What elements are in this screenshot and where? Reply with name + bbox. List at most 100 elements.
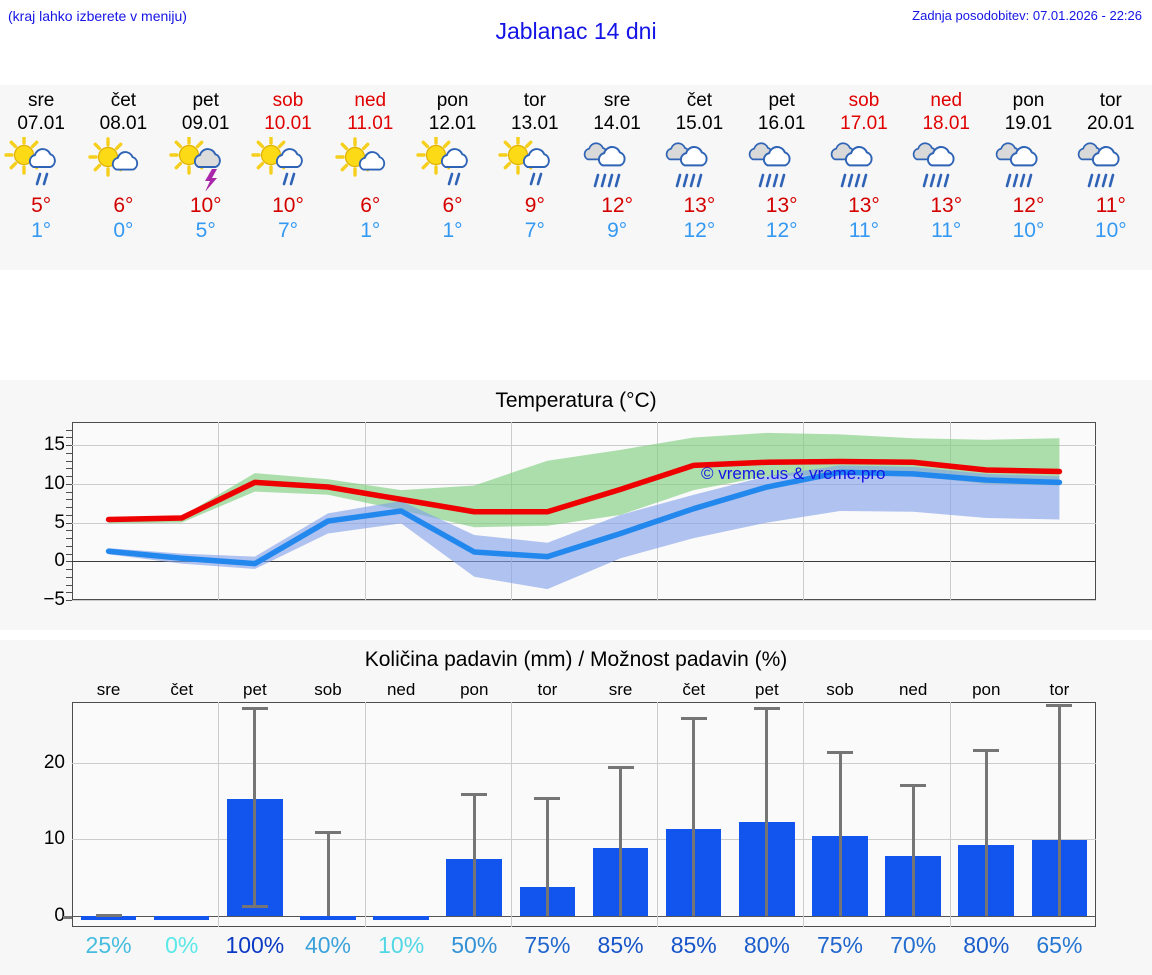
precipitation-whisker <box>472 792 476 916</box>
precipitation-whisker-cap-high <box>95 914 122 918</box>
gridline-x <box>510 702 512 927</box>
forecast-day-16.01[interactable]: pet 16.01 13° 12° <box>741 85 823 270</box>
temperature-series-layer <box>105 432 1063 590</box>
gridline-x <box>218 702 220 927</box>
precipitation-whisker-cap-high <box>607 766 634 770</box>
temp-max: 9° <box>524 194 545 217</box>
precipitation-whisker-cap-high <box>900 783 927 787</box>
day-date: 18.01 <box>922 113 970 134</box>
forecast-day-15.01[interactable]: čet 15.01 13° 12° <box>658 85 740 270</box>
precipitation-day-label: pet <box>755 680 779 699</box>
forecast-day-19.01[interactable]: pon 19.01 12° 10° <box>987 85 1069 270</box>
y-axis-label-10: 10 <box>43 828 65 850</box>
forecast-day-18.01[interactable]: ned 18.01 13° 11° <box>905 85 987 270</box>
y-axis-tick <box>66 476 72 478</box>
precipitation-probability: 50% <box>451 932 498 958</box>
sun-cloud-rain-icon <box>494 135 576 191</box>
gridline-x <box>949 702 951 927</box>
temperature-plot: −5 0 5 10 15 © vreme.us & vreme.pro <box>43 422 1096 610</box>
forecast-day-20.01[interactable]: tor 20.01 11° 10° <box>1070 85 1152 270</box>
temp-min: 7° <box>524 219 545 242</box>
temp-min: 7° <box>277 219 299 242</box>
temperature-panel: Temperatura (°C) −5 0 5 10 15 © vreme.us & vr… <box>0 380 1152 630</box>
menu-hint: (kraj lahko izberete v meniju) <box>8 8 187 24</box>
day-date: 19.01 <box>1004 113 1053 134</box>
temp-min: 12° <box>683 219 716 242</box>
precipitation-whisker-cap-high <box>753 707 780 711</box>
precipitation-bar[interactable] <box>373 915 429 920</box>
precipitation-bar[interactable] <box>80 915 137 920</box>
sun-cloud-rain-icon <box>247 135 329 191</box>
precipitation-day-label: sre <box>608 680 633 699</box>
y-axis-label-5: 5 <box>54 511 65 533</box>
gridline-y-0 <box>72 915 1096 917</box>
precipitation-day-label: sre <box>96 680 121 699</box>
temp-min: 11° <box>848 219 880 242</box>
temp-min: 11° <box>931 219 962 242</box>
precipitation-whisker <box>765 707 769 916</box>
precipitation-whisker-cap-low <box>241 904 268 908</box>
y-axis-tick <box>66 445 72 447</box>
y-axis-label-0: 0 <box>54 550 65 572</box>
forecast-day-17.01[interactable]: sob 17.01 13° 11° <box>823 85 905 270</box>
precipitation-day-label: pet <box>243 680 267 699</box>
precipitation-whisker <box>984 748 988 916</box>
y-axis-tick <box>66 530 72 532</box>
day-of-week: pon <box>1012 90 1045 111</box>
precipitation-bar[interactable] <box>153 915 210 920</box>
precipitation-probability: 85% <box>597 932 644 958</box>
y-axis-tick <box>66 491 72 493</box>
day-date: 08.01 <box>99 113 148 134</box>
temp-max: 13° <box>848 194 880 217</box>
temp-max: 6° <box>360 194 381 217</box>
precipitation-whisker <box>545 797 549 916</box>
gridline-y-5 <box>72 522 1096 524</box>
day-of-week: tor <box>1099 90 1122 111</box>
y-axis-tick <box>66 545 72 547</box>
cloud-rain-icon <box>741 137 823 191</box>
tmin-line <box>105 469 1063 567</box>
forecast-day-09.01[interactable]: pet 09.01 10° 5° <box>165 85 247 270</box>
precipitation-probability: 75% <box>816 932 864 958</box>
forecast-day-07.01[interactable]: sre 07.01 5° 1° <box>0 85 82 270</box>
temp-max: 12° <box>601 194 633 217</box>
forecast-day-13.01[interactable]: tor 13.01 9° 7° <box>494 85 576 270</box>
day-date: 20.01 <box>1087 113 1135 134</box>
precipitation-probability: 75% <box>524 932 571 958</box>
sun-cloud-icon <box>329 137 411 191</box>
temp-min: 0° <box>113 219 134 242</box>
precipitation-bar[interactable] <box>300 915 356 920</box>
precipitation-day-label: sob <box>314 680 342 699</box>
temp-max: 6° <box>113 194 134 217</box>
day-of-week: čet <box>110 90 137 111</box>
day-date: 14.01 <box>593 113 641 134</box>
y-axis-tick <box>66 507 72 509</box>
day-of-week: tor <box>523 90 546 111</box>
forecast-day-08.01[interactable]: čet 08.01 6° 0° <box>82 85 164 270</box>
y-axis-tick <box>66 437 72 439</box>
precipitation-probability: 25% <box>85 932 132 958</box>
y-axis-tick <box>66 576 72 578</box>
last-updated: Zadnja posodobitev: 07.01.2026 - 22:26 <box>912 8 1142 23</box>
precipitation-panel: Količina padavin (mm) / Možnost padavin … <box>0 640 1152 975</box>
gridline-y-10 <box>72 839 1096 841</box>
day-of-week: sre <box>603 90 631 111</box>
forecast-day-12.01[interactable]: pon 12.01 6° 1° <box>411 85 493 270</box>
temperature-chart-title: Temperatura (°C) <box>495 389 657 412</box>
precipitation-day-label: ned <box>386 680 416 699</box>
forecast-day-11.01[interactable]: ned 11.01 6° 1° <box>329 85 411 270</box>
day-of-week: pet <box>768 90 795 111</box>
day-of-week: ned <box>354 90 387 111</box>
day-date: 13.01 <box>511 113 559 134</box>
y-axis-tick <box>66 592 72 594</box>
precipitation-probability: 65% <box>1036 932 1083 958</box>
day-date: 07.01 <box>17 113 65 134</box>
forecast-day-14.01[interactable]: sre 14.01 12° 9° <box>576 85 658 270</box>
precipitation-chart-title: Količina padavin (mm) / Možnost padavin … <box>364 648 788 671</box>
forecast-day-10.01[interactable]: sob 10.01 10° 7° <box>247 85 329 270</box>
gridline-y--5 <box>72 600 1096 601</box>
y-axis-tick <box>66 561 72 563</box>
precipitation-whisker-cap-high <box>241 706 268 710</box>
precipitation-probability: 0% <box>165 932 199 958</box>
forecast-strip: sre 07.01 5° 1° čet 08.01 6° 0° pet 09.01 10° 5°… <box>0 85 1152 270</box>
